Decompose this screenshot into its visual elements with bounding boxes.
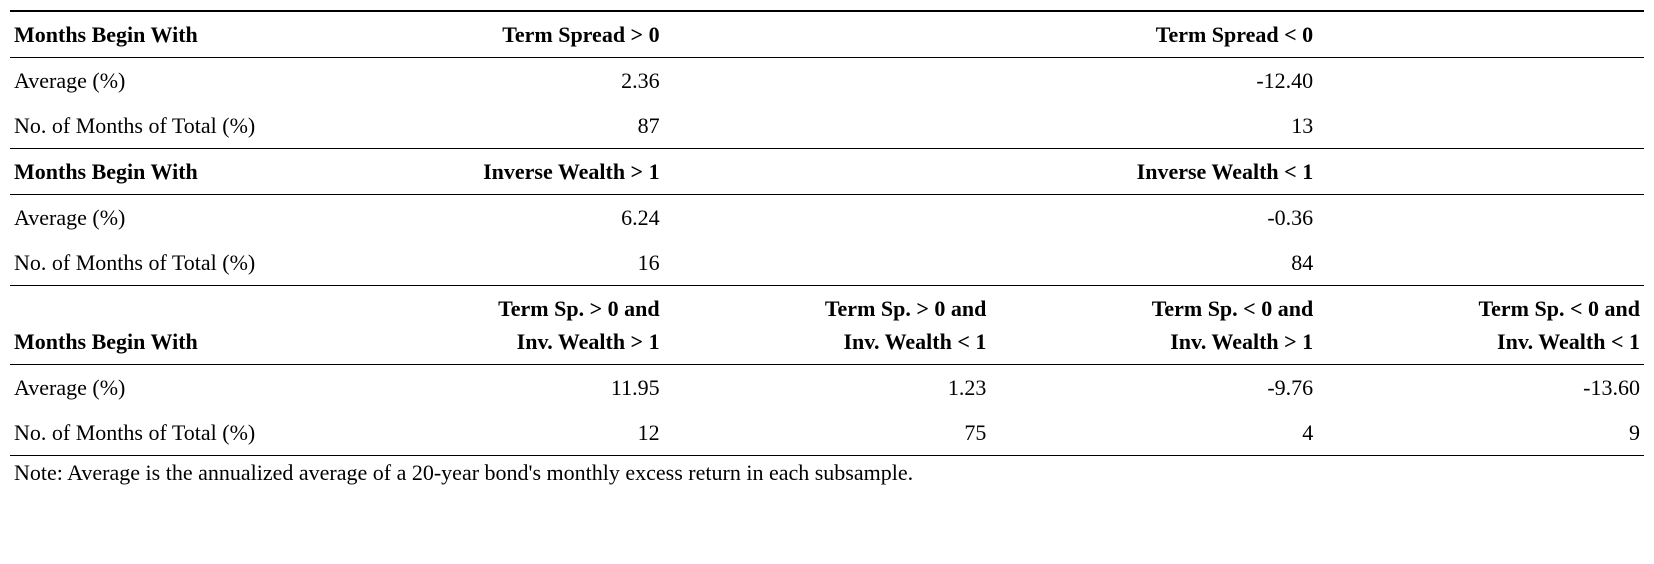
section-row-label-header: Months Begin With [10, 286, 337, 365]
cell-value: 75 [664, 410, 991, 456]
cell-value [664, 103, 991, 149]
section-col-header: Term Spread > 0 [337, 11, 664, 58]
cell-value [664, 195, 991, 241]
cell-value: 13 [990, 103, 1317, 149]
cell-value: 6.24 [337, 195, 664, 241]
cell-value: 84 [990, 240, 1317, 286]
section-col-header: Term Spread < 0 [990, 11, 1317, 58]
cell-value: -9.76 [990, 365, 1317, 411]
section-col-header [1317, 149, 1644, 195]
cell-value: -13.60 [1317, 365, 1644, 411]
cell-value: 9 [1317, 410, 1644, 456]
row-label: No. of Months of Total (%) [10, 103, 337, 149]
section-row-label-header: Months Begin With [10, 149, 337, 195]
cell-value: -0.36 [990, 195, 1317, 241]
section-col-header: Term Sp. > 0 andInv. Wealth > 1 [337, 286, 664, 365]
cell-value: 87 [337, 103, 664, 149]
section-col-header: Term Sp. > 0 andInv. Wealth < 1 [664, 286, 991, 365]
cell-value: 16 [337, 240, 664, 286]
section-col-header: Term Sp. < 0 andInv. Wealth < 1 [1317, 286, 1644, 365]
section-col-header [664, 149, 991, 195]
row-label: Average (%) [10, 195, 337, 241]
row-label: Average (%) [10, 365, 337, 411]
row-label: No. of Months of Total (%) [10, 410, 337, 456]
cell-value [664, 58, 991, 104]
cell-value [664, 240, 991, 286]
cell-value: 1.23 [664, 365, 991, 411]
table-note: Note: Average is the annualized average … [10, 456, 1644, 486]
section-col-header [664, 11, 991, 58]
cell-value: 12 [337, 410, 664, 456]
cell-value: 11.95 [337, 365, 664, 411]
section-col-header: Term Sp. < 0 andInv. Wealth > 1 [990, 286, 1317, 365]
cell-value [1317, 103, 1644, 149]
section-col-header: Inverse Wealth < 1 [990, 149, 1317, 195]
section-col-header [1317, 11, 1644, 58]
row-label: No. of Months of Total (%) [10, 240, 337, 286]
cell-value: -12.40 [990, 58, 1317, 104]
cell-value [1317, 240, 1644, 286]
section-row-label-header: Months Begin With [10, 11, 337, 58]
row-label: Average (%) [10, 58, 337, 104]
section-col-header: Inverse Wealth > 1 [337, 149, 664, 195]
cell-value: 2.36 [337, 58, 664, 104]
cell-value [1317, 58, 1644, 104]
cell-value: 4 [990, 410, 1317, 456]
cell-value [1317, 195, 1644, 241]
data-table: Months Begin WithTerm Spread > 0Term Spr… [10, 10, 1644, 456]
